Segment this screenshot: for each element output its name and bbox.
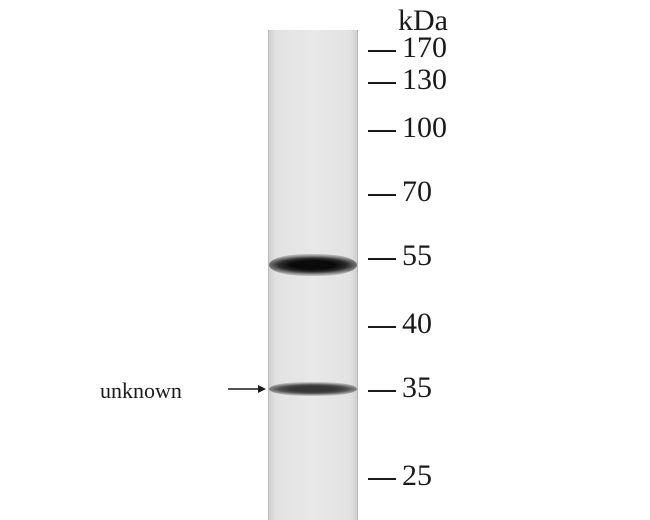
- annotation-unknown: unknown: [100, 378, 182, 404]
- blot-band: [269, 382, 357, 396]
- blot-band: [269, 254, 357, 276]
- marker-tick: [368, 258, 396, 260]
- marker-tick: [368, 478, 396, 480]
- marker-tick: [368, 326, 396, 328]
- marker-label: 130: [402, 63, 447, 97]
- marker-tick: [368, 82, 396, 84]
- marker-label: 100: [402, 111, 447, 145]
- blot-lane: [268, 30, 358, 520]
- marker-label: 25: [402, 459, 432, 493]
- marker-label: 35: [402, 371, 432, 405]
- marker-label: 40: [402, 307, 432, 341]
- marker-tick: [368, 390, 396, 392]
- marker-label: 55: [402, 239, 432, 273]
- marker-tick: [368, 130, 396, 132]
- marker-tick: [368, 50, 396, 52]
- marker-tick: [368, 194, 396, 196]
- annotation-arrow-icon: [228, 382, 268, 396]
- marker-label: 170: [402, 31, 447, 65]
- marker-label: 70: [402, 175, 432, 209]
